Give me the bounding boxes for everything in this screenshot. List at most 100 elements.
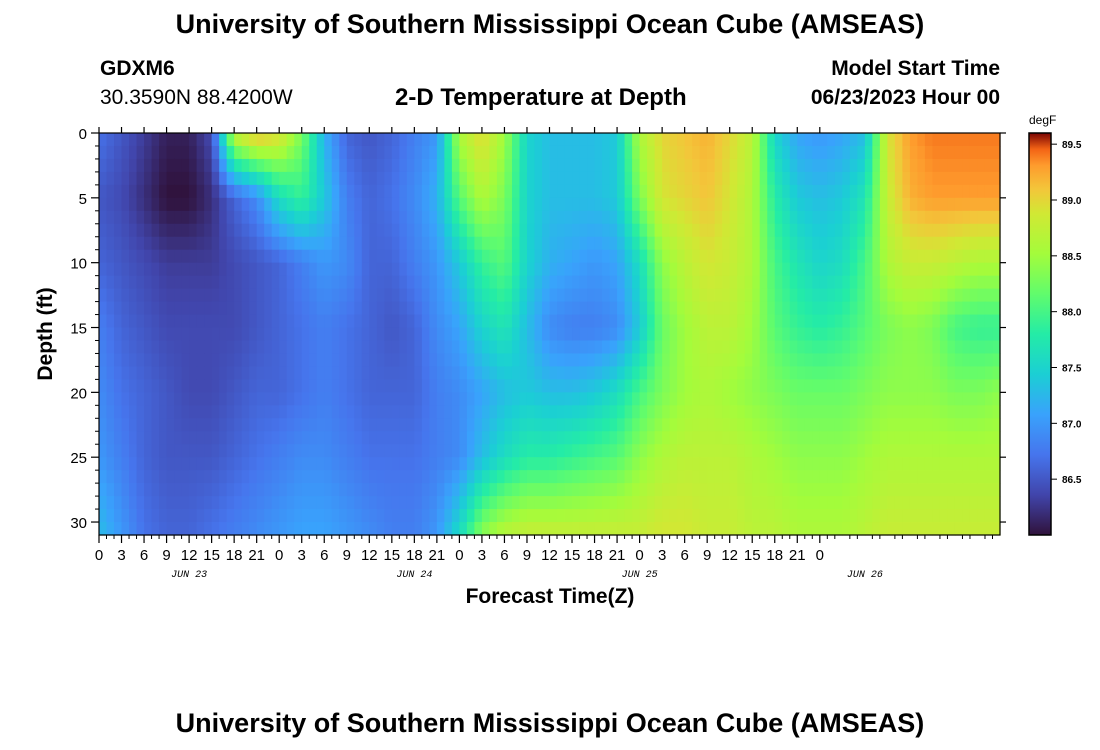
heatmap-cell xyxy=(602,457,611,471)
heatmap-cell xyxy=(759,197,768,212)
heatmap-cell xyxy=(504,470,513,484)
heatmap-cell xyxy=(106,275,115,290)
heatmap-cell xyxy=(204,353,213,368)
heatmap-cell xyxy=(864,184,873,199)
heatmap-cell xyxy=(939,496,949,510)
heatmap-cell xyxy=(436,392,445,406)
heatmap-cell xyxy=(977,457,986,471)
heatmap-cell xyxy=(211,314,220,329)
heatmap-cell xyxy=(677,522,686,536)
heatmap-cell xyxy=(459,288,468,303)
heatmap-cell xyxy=(436,327,445,342)
heatmap-cell xyxy=(894,197,903,212)
heatmap-cell xyxy=(954,431,964,445)
heatmap-cell xyxy=(587,145,596,160)
heatmap-cell xyxy=(594,522,603,536)
heatmap-cell xyxy=(451,197,460,212)
heatmap-cell xyxy=(812,133,821,147)
heatmap-cell xyxy=(421,301,430,316)
heatmap-cell xyxy=(174,483,183,497)
heatmap-cell xyxy=(947,171,956,186)
heatmap-cell xyxy=(992,223,1001,238)
heatmap-cell xyxy=(264,522,273,536)
heatmap-cell xyxy=(819,418,828,432)
heatmap-cell xyxy=(684,444,693,458)
heatmap-cell xyxy=(496,405,506,419)
heatmap-cell xyxy=(444,457,453,471)
heatmap-cell xyxy=(722,366,731,380)
heatmap-cell xyxy=(782,223,791,238)
heatmap-cell xyxy=(324,496,333,510)
heatmap-cell xyxy=(331,301,340,316)
heatmap-cell xyxy=(894,340,903,355)
heatmap-cell xyxy=(572,509,581,523)
heatmap-cell xyxy=(579,262,588,277)
heatmap-cell xyxy=(136,353,145,368)
heatmap-cell xyxy=(331,366,340,380)
heatmap-cell xyxy=(969,133,979,147)
heatmap-cell xyxy=(226,314,235,329)
heatmap-cell xyxy=(722,509,731,523)
heatmap-cell xyxy=(459,236,468,251)
heatmap-cell xyxy=(256,158,265,173)
heatmap-cell xyxy=(189,236,198,251)
heatmap-cell xyxy=(909,366,919,380)
heatmap-cell xyxy=(632,249,641,264)
heatmap-cell xyxy=(489,522,498,536)
heatmap-cell xyxy=(849,353,858,368)
heatmap-cell xyxy=(361,457,370,471)
heatmap-cell xyxy=(136,392,145,406)
heatmap-cell xyxy=(857,431,866,445)
heatmap-cell xyxy=(804,288,813,303)
heatmap-cell xyxy=(114,314,123,329)
heatmap-cell xyxy=(159,405,168,419)
heatmap-cell xyxy=(587,509,596,523)
heatmap-cell xyxy=(346,379,355,393)
heatmap-cell xyxy=(421,158,430,173)
heatmap-cell xyxy=(849,223,858,238)
heatmap-cell xyxy=(602,509,611,523)
heatmap-cell xyxy=(346,236,355,251)
heatmap-cell xyxy=(279,483,288,497)
heatmap-cell xyxy=(234,340,243,355)
heatmap-cell xyxy=(924,249,934,264)
heatmap-cell xyxy=(834,379,843,393)
heatmap-cell xyxy=(804,379,813,393)
heatmap-cell xyxy=(99,158,108,173)
heatmap-cell xyxy=(804,133,813,147)
heatmap-cell xyxy=(279,327,288,342)
heatmap-cell xyxy=(992,522,1001,536)
heatmap-cell xyxy=(189,249,198,264)
heatmap-cell xyxy=(624,133,633,147)
heatmap-cell xyxy=(519,444,528,458)
heatmap-cell xyxy=(324,158,333,173)
heatmap-cell xyxy=(744,483,753,497)
heatmap-cell xyxy=(632,288,641,303)
heatmap-cell xyxy=(587,158,596,173)
heatmap-cell xyxy=(647,522,656,536)
heatmap-cell xyxy=(917,405,926,419)
heatmap-cell xyxy=(99,171,108,186)
heatmap-cell xyxy=(534,470,543,484)
heatmap-cell xyxy=(879,133,888,147)
heatmap-cell xyxy=(331,470,340,484)
heatmap-cell xyxy=(699,301,708,316)
heatmap-cell xyxy=(481,327,491,342)
x-tick-label: 9 xyxy=(703,547,711,564)
heatmap-cell xyxy=(324,522,333,536)
heatmap-cell xyxy=(384,171,393,186)
heatmap-cell xyxy=(879,236,888,251)
heatmap-cell xyxy=(767,158,776,173)
heatmap-cell xyxy=(376,236,385,251)
heatmap-cell xyxy=(962,366,971,380)
heatmap-cell xyxy=(189,353,198,368)
heatmap-cell xyxy=(692,392,701,406)
heatmap-cell xyxy=(654,496,663,510)
heatmap-cell xyxy=(189,522,198,536)
heatmap-cell xyxy=(451,236,460,251)
heatmap-cell xyxy=(969,483,979,497)
heatmap-cell xyxy=(632,145,641,160)
heatmap-cell xyxy=(444,431,453,445)
heatmap-cell xyxy=(144,301,153,316)
